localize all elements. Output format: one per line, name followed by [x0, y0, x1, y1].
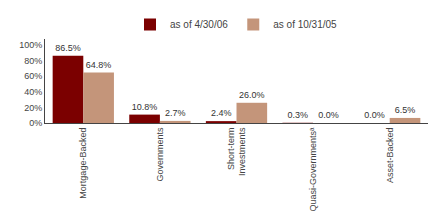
svg-text:2.4%: 2.4%	[211, 108, 232, 118]
svg-text:60%: 60%	[24, 71, 42, 81]
svg-text:2.7%: 2.7%	[165, 108, 186, 118]
svg-text:as of 4/30/06: as of 4/30/06	[170, 19, 228, 30]
svg-text:Asset-Backed: Asset-Backed	[385, 128, 395, 184]
svg-text:80%: 80%	[24, 56, 42, 66]
svg-text:as of 10/31/05: as of 10/31/05	[273, 19, 337, 30]
svg-text:10.8%: 10.8%	[132, 102, 158, 112]
svg-text:Short-termInvestments: Short-termInvestments	[226, 127, 248, 176]
svg-text:86.5%: 86.5%	[55, 43, 81, 53]
svg-text:0.0%: 0.0%	[318, 110, 339, 120]
svg-text:64.8%: 64.8%	[86, 60, 112, 70]
svg-text:26.0%: 26.0%	[239, 90, 265, 100]
svg-text:6.5%: 6.5%	[395, 105, 416, 115]
svg-text:0.0%: 0.0%	[364, 110, 385, 120]
svg-text:20%: 20%	[24, 103, 42, 113]
svg-text:Quasi-Governmentsᵃ: Quasi-Governmentsᵃ	[308, 127, 318, 212]
svg-text:Mortgage-Backed: Mortgage-Backed	[78, 128, 88, 199]
svg-text:40%: 40%	[24, 87, 42, 97]
svg-text:100%: 100%	[19, 40, 42, 50]
svg-text:0%: 0%	[29, 118, 42, 128]
svg-text:0.3%: 0.3%	[288, 110, 309, 120]
svg-text:Governments: Governments	[155, 127, 165, 182]
